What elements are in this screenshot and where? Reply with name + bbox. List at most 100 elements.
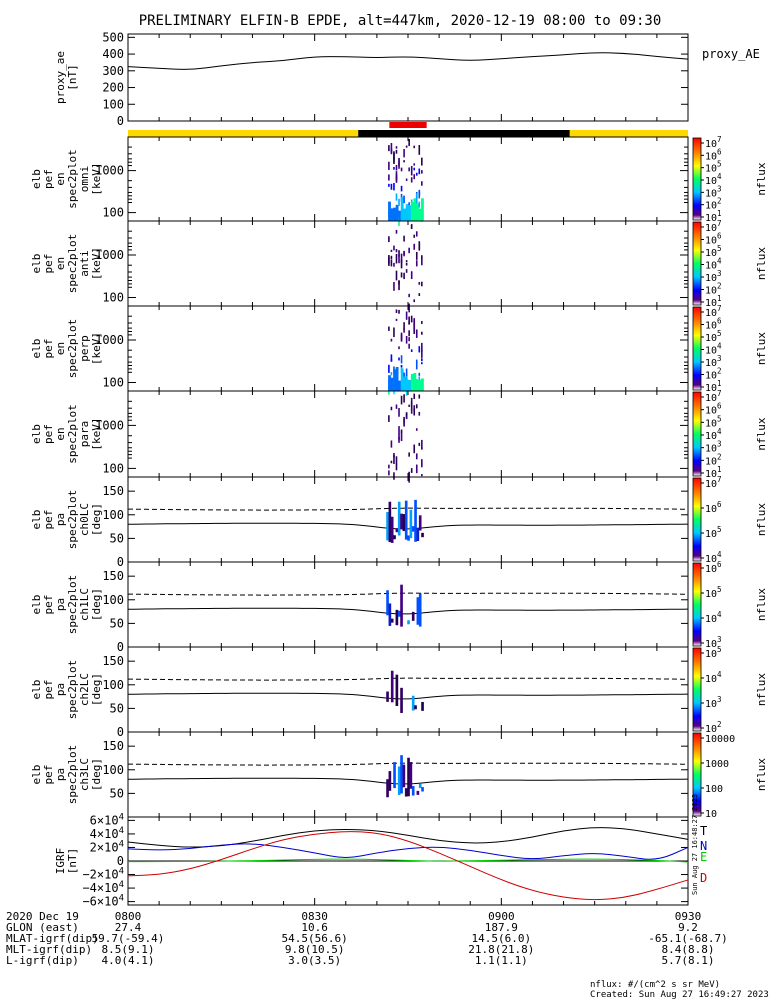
ch3lc-cell	[397, 766, 401, 795]
anti-cell	[395, 248, 398, 253]
colorbar-tick-label: 104	[705, 670, 722, 685]
perp-cell	[418, 372, 421, 376]
ch0lc-tick-label: 50	[110, 531, 124, 545]
ch1lc-tick-label: 0	[117, 640, 124, 654]
omni-cell	[390, 208, 394, 221]
anti-cell	[393, 262, 395, 267]
colorbar-tick-label: 101	[705, 465, 722, 480]
anti-cell	[413, 234, 416, 238]
para-cell	[398, 436, 400, 440]
ch0lc-cell	[390, 516, 394, 543]
ch0lc-cell	[400, 513, 403, 530]
colorbar-tick-label: 10	[705, 809, 717, 820]
ch3lc-tick-label: 150	[102, 739, 124, 753]
perp-cell	[408, 343, 410, 349]
para-cell	[415, 404, 418, 409]
perp-cell	[408, 316, 410, 324]
colorbar-tick-label: 102	[705, 197, 722, 212]
ch3lc-cell	[393, 762, 396, 789]
omni-ylabel: pef	[42, 169, 55, 189]
para-cell	[408, 452, 410, 457]
ch2lc-tick-label: 150	[102, 654, 124, 668]
ch2lc-cell	[411, 695, 415, 711]
omni-cell	[395, 193, 398, 201]
colorbar-tick-label: 104	[705, 172, 722, 187]
ch1lc-ylabel: spec2plot	[66, 575, 79, 635]
omni-cell	[395, 149, 398, 154]
igrf-series-e	[127, 858, 689, 863]
perp-cell	[395, 367, 399, 391]
ch2lc-panel	[127, 646, 689, 733]
omni-cell	[421, 157, 423, 166]
colorbar-tick-label: 105	[705, 160, 722, 175]
para-cell	[403, 419, 405, 424]
anti-cell	[418, 241, 421, 250]
perp-cell	[408, 380, 412, 391]
sunlit-bar	[569, 130, 688, 137]
colorbar-tick-label: 103	[705, 184, 722, 199]
colorbar-tick-label: 107	[705, 219, 722, 234]
anti-ylabel: pef	[42, 254, 55, 274]
ch0lc-panel	[127, 476, 689, 563]
ch0lc-colorbar	[692, 477, 702, 562]
omni-cell	[395, 204, 399, 221]
ch3lc-cell	[388, 771, 392, 791]
colorbar-tick-label: 106	[705, 500, 722, 515]
para-cell	[388, 415, 390, 422]
anti-cell	[413, 299, 416, 303]
ch2lc-tick-label: 50	[110, 701, 124, 715]
ch3lc-ylabel: ch3LC	[78, 758, 91, 791]
anti-cell	[398, 280, 400, 291]
colorbar-label: nflux	[755, 332, 768, 365]
omni-cell	[415, 203, 419, 221]
ch2lc-cell	[395, 674, 399, 707]
ch0lc-tick-label: 100	[102, 508, 124, 522]
ch1lc-cell	[388, 603, 392, 626]
anti-panel	[127, 220, 689, 307]
colorbar-tick-label: 106	[705, 317, 722, 332]
ch0lc-cell	[407, 535, 410, 541]
ch3lc-ylabel: pef	[42, 765, 55, 785]
ch1lc-panel	[127, 561, 689, 648]
igrf-tick-label: 4×104	[90, 826, 124, 841]
ch2lc-cell	[390, 670, 394, 703]
omni-tick-label: 100	[102, 206, 124, 220]
para-ylabel: elb	[30, 424, 43, 444]
para-cell	[400, 431, 403, 442]
xaxis-row-label: MLT-igrf(dip)	[6, 943, 92, 956]
perp-colorbar	[692, 306, 702, 391]
created-note: Created: Sun Aug 27 16:49:27 2023	[590, 990, 769, 1000]
colorbar-tick-label: 103	[705, 635, 722, 650]
omni-cell	[405, 178, 408, 181]
perp-ylabel: perp	[78, 335, 91, 362]
igrf-tick-label: 2×104	[90, 839, 124, 854]
xaxis-row-label: MLAT-igrf(dip)	[6, 932, 99, 945]
omni-cell	[415, 195, 418, 204]
omni-ylabel: [keV]	[90, 162, 103, 195]
omni-cell	[395, 146, 398, 149]
para-cell	[410, 468, 413, 473]
para-cell	[413, 408, 416, 416]
omni-cell	[403, 195, 405, 204]
ch3lc-ylabel: pa	[54, 768, 67, 781]
para-tick-label: 100	[102, 461, 124, 475]
omni-cell	[393, 207, 396, 221]
perp-cell	[408, 330, 410, 337]
colorbar-tick-label: 106	[705, 560, 722, 575]
omni-cell	[421, 198, 424, 221]
perp-cell	[421, 362, 423, 365]
perp-cell	[388, 364, 390, 373]
perp-ylabel: en	[54, 342, 67, 355]
anti-cell	[410, 224, 413, 229]
perp-cell	[393, 369, 396, 391]
ch0lc-cell	[411, 526, 415, 532]
para-cell	[398, 408, 400, 417]
ch0lc-ylabel: pa	[54, 513, 67, 526]
perp-cell	[398, 346, 400, 350]
anti-tick-label: 1000	[95, 248, 124, 262]
ch2lc-cell	[386, 691, 389, 702]
xaxis-row-value: 0930	[675, 910, 702, 923]
ch2lc-cell	[414, 705, 417, 710]
colorbar-tick-label: 104	[705, 427, 722, 442]
perp-cell	[415, 379, 419, 391]
